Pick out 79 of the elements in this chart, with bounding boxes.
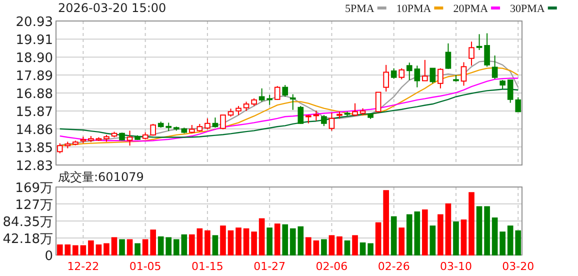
y-tick-label: 14.86 xyxy=(16,122,53,138)
y-tick-label: 17.89 xyxy=(16,69,53,84)
x-tick-label: 12-22 xyxy=(67,260,100,273)
bar xyxy=(282,224,288,256)
bar xyxy=(96,244,102,256)
bar xyxy=(212,235,218,256)
chart-title: 成交量:601079 xyxy=(58,170,144,184)
legend-label: 10PMA xyxy=(396,3,432,15)
bar xyxy=(468,192,474,256)
bar xyxy=(126,239,133,256)
bar xyxy=(88,240,94,256)
bar xyxy=(251,232,257,256)
y-tick-label: 13.85 xyxy=(16,140,53,156)
bar xyxy=(430,226,436,256)
bar xyxy=(220,226,226,256)
bar xyxy=(460,219,467,256)
bar xyxy=(328,235,335,256)
bar xyxy=(104,243,110,256)
y-tick-label: 20.93 xyxy=(16,15,53,30)
bar xyxy=(438,214,444,256)
x-tick-label: 02-06 xyxy=(316,260,348,273)
bar xyxy=(204,230,210,256)
bar xyxy=(390,216,397,256)
bar xyxy=(189,234,195,256)
candlestick xyxy=(468,41,474,66)
bar xyxy=(352,235,358,256)
legend-label: 5PMA xyxy=(345,3,374,15)
bar xyxy=(344,240,350,256)
bar xyxy=(375,222,382,256)
bar xyxy=(119,239,125,256)
y-tick-label: 12.83 xyxy=(16,159,53,174)
line-series xyxy=(59,78,519,142)
bar xyxy=(453,222,459,256)
y-tick-label: 127万 xyxy=(15,198,53,213)
bar xyxy=(266,228,272,256)
x-tick-label: 03-10 xyxy=(440,260,472,273)
bar xyxy=(306,237,312,256)
legend-label: 30PMA xyxy=(510,3,545,15)
y-tick-label: 16.88 xyxy=(16,87,53,102)
bar xyxy=(142,239,148,256)
bar xyxy=(236,228,242,256)
bar xyxy=(134,243,140,256)
bar xyxy=(321,239,327,256)
bar xyxy=(313,240,320,256)
y-tick-label: 169万 xyxy=(15,181,53,196)
y-tick-label: 18.90 xyxy=(16,51,53,66)
bar xyxy=(500,232,506,256)
bar xyxy=(150,230,156,256)
x-tick-label: 03-20 xyxy=(502,260,534,273)
x-tick-label: 01-27 xyxy=(254,260,286,273)
bar xyxy=(422,209,428,256)
bar xyxy=(484,206,490,256)
bar xyxy=(72,245,78,256)
x-tick-label: 01-15 xyxy=(191,260,224,273)
bar xyxy=(258,218,265,256)
x-tick-label: 02-26 xyxy=(378,260,410,273)
bar xyxy=(492,217,498,256)
bar xyxy=(445,203,452,256)
bar xyxy=(243,228,250,256)
bar xyxy=(80,245,86,256)
y-tick-label: 42.18万 xyxy=(2,232,53,248)
bar xyxy=(274,224,280,256)
bar xyxy=(360,242,366,256)
bar xyxy=(336,236,342,256)
bar xyxy=(228,230,234,256)
bar xyxy=(111,237,118,256)
candlestick xyxy=(290,94,296,110)
bar xyxy=(196,228,203,256)
x-tick-label: 01-05 xyxy=(129,260,162,273)
bar xyxy=(383,190,389,256)
y-tick-label: 84.35万 xyxy=(2,215,53,230)
y-tick-label: 19.91 xyxy=(16,33,53,48)
y-tick-label: 0 xyxy=(44,249,53,264)
chart-title: 2026-03-20 15:00 xyxy=(58,1,166,15)
bar xyxy=(398,228,405,256)
bar xyxy=(368,243,374,256)
bar xyxy=(476,206,482,256)
legend-label: 20PMA xyxy=(453,3,488,15)
y-tick-label: 15.87 xyxy=(16,104,53,120)
